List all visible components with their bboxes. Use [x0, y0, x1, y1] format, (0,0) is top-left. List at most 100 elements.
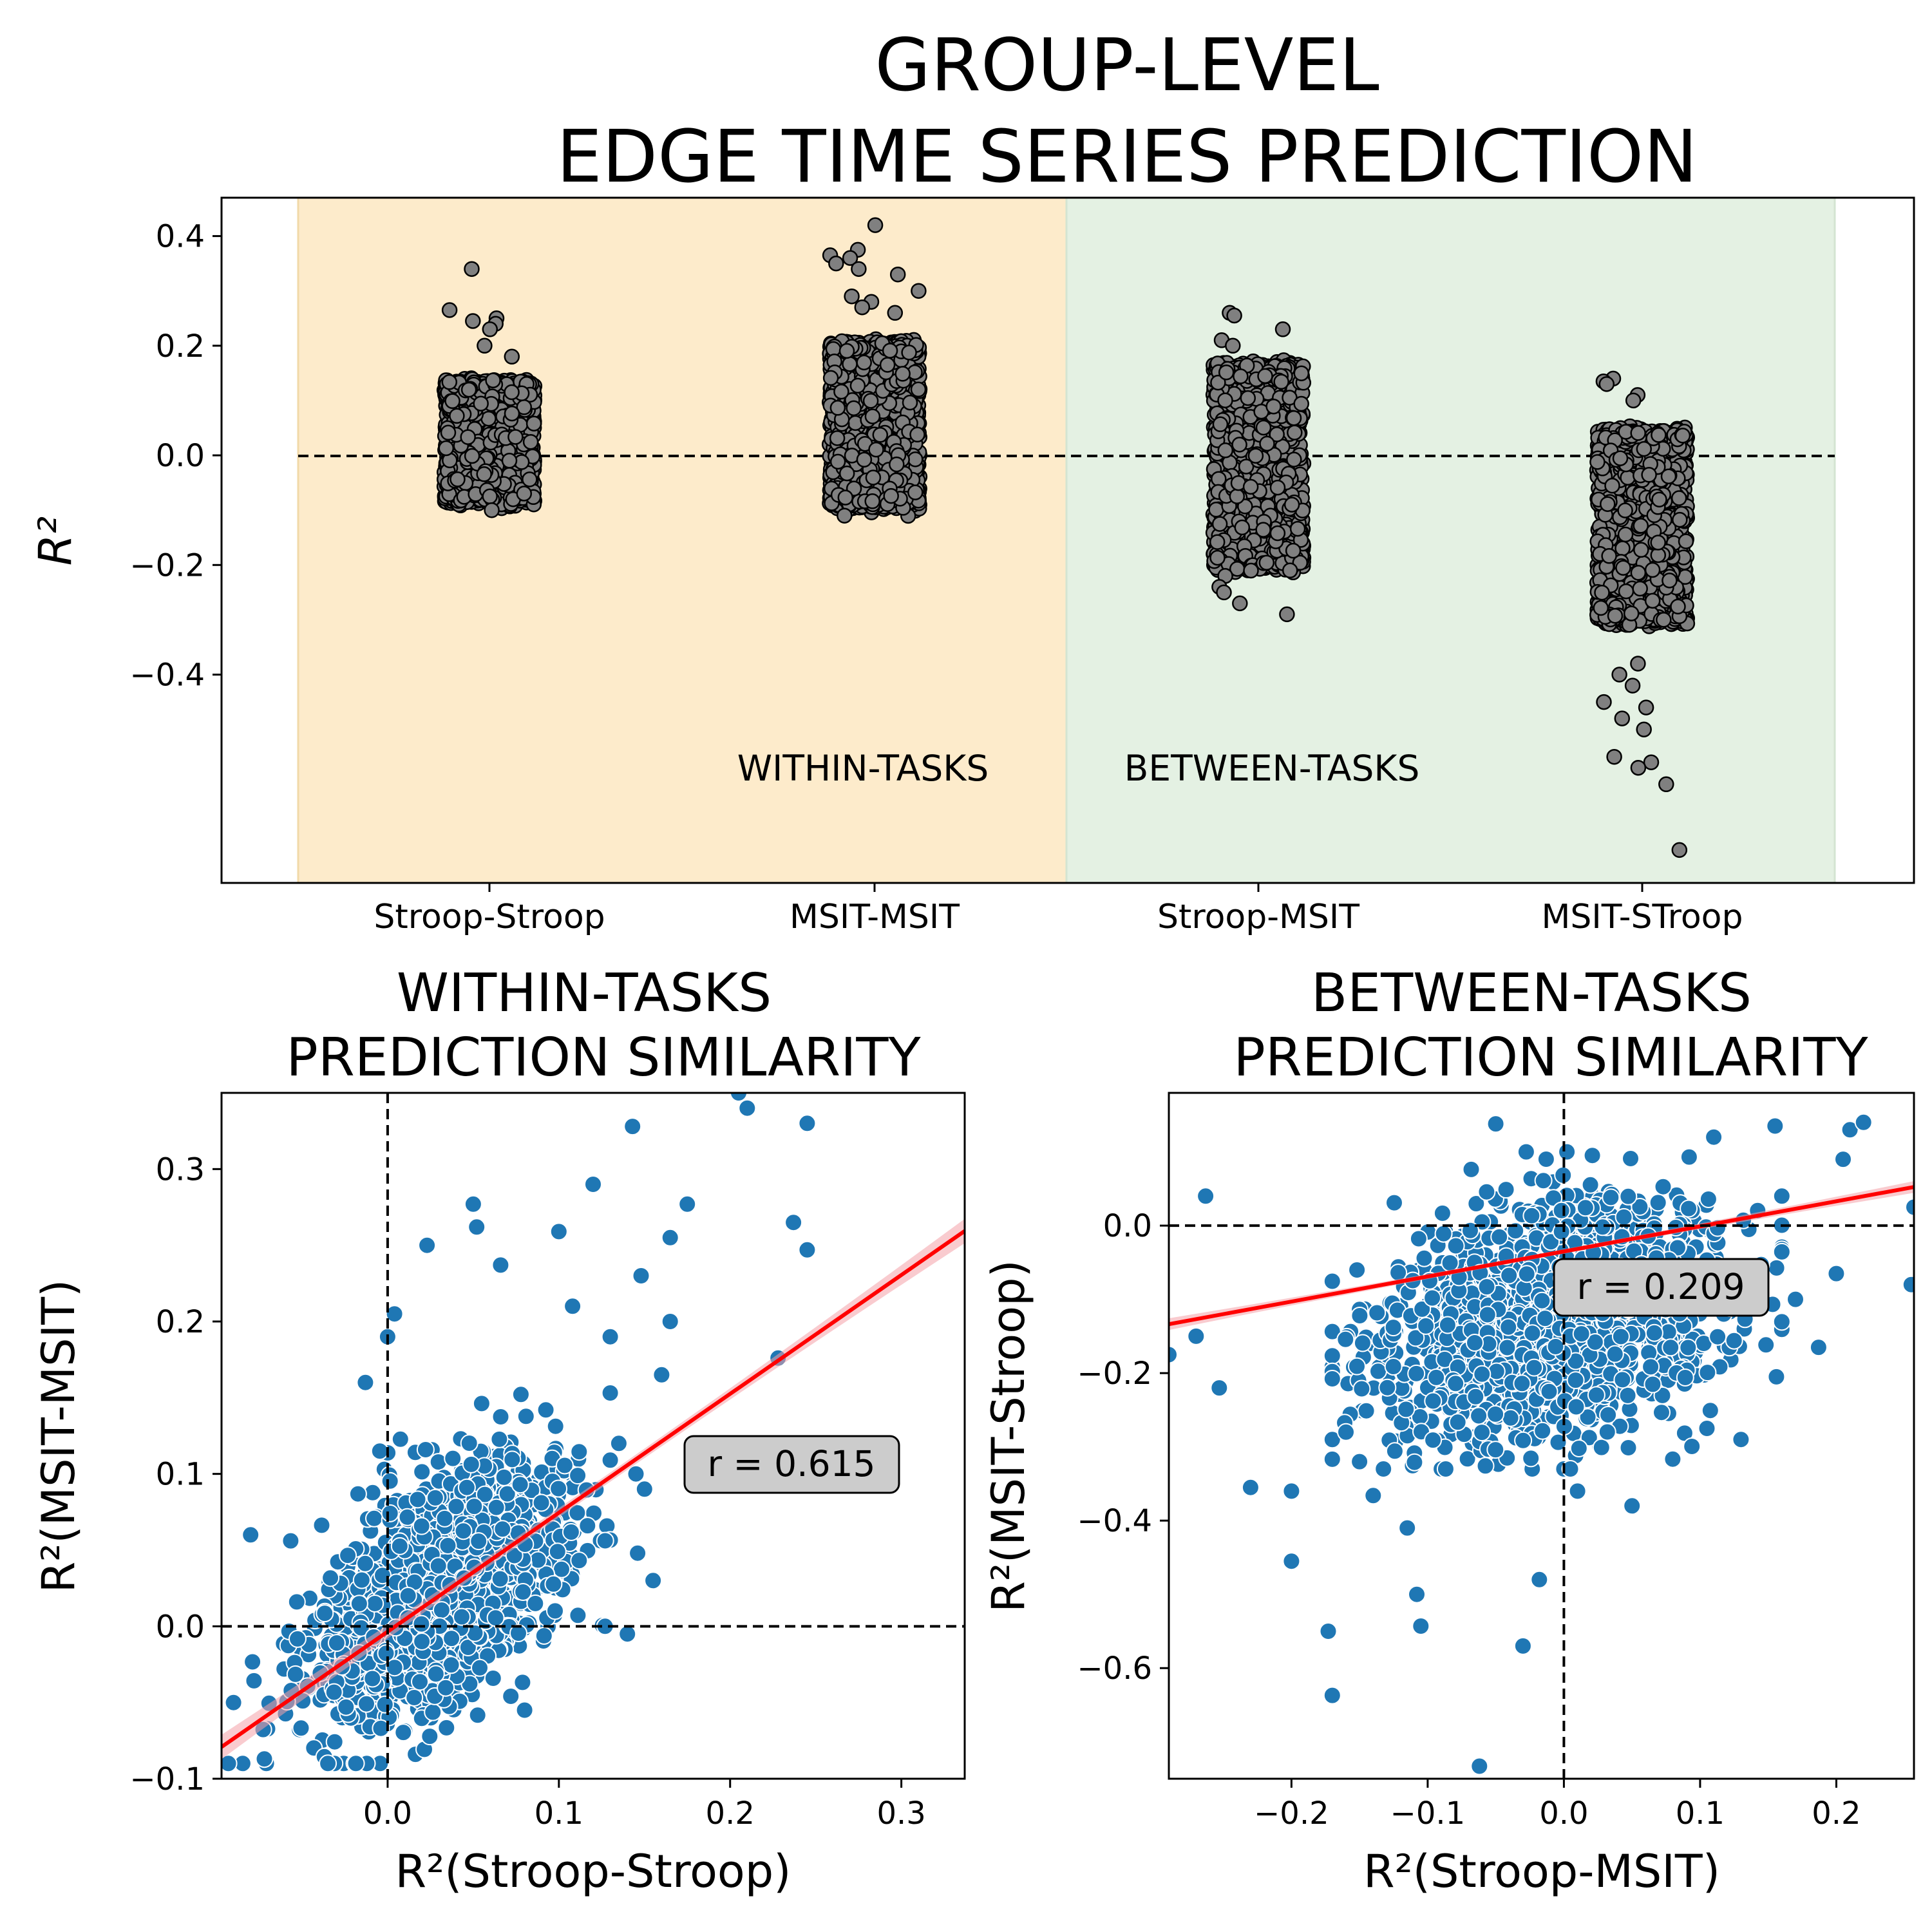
strip-point: [1212, 416, 1229, 433]
figure-title-line2: EDGE TIME SERIES PREDICTION: [556, 115, 1698, 199]
strip-point: [882, 343, 898, 359]
strip-point: [837, 489, 854, 506]
strip-point: [1269, 479, 1286, 496]
strip-point: [464, 448, 480, 464]
strip-point: [829, 453, 846, 470]
strip-point: [1285, 542, 1302, 559]
strip-point: [473, 395, 489, 412]
strip-point: [507, 429, 524, 445]
strip-point: [444, 393, 460, 410]
strip-point: [1269, 525, 1286, 542]
strip-point: [1279, 606, 1295, 623]
strip-point: [1211, 471, 1227, 487]
strip-point: [868, 441, 884, 458]
strip-point: [1226, 307, 1242, 324]
strip-point: [856, 354, 872, 371]
strip-point: [440, 424, 457, 441]
strip-point: [822, 370, 839, 386]
strip-points: [436, 217, 1696, 858]
strip-point: [504, 384, 520, 401]
strip-point: [1259, 435, 1275, 452]
strip-point: [516, 486, 533, 502]
strip-point: [1293, 365, 1310, 381]
strip-point: [1217, 442, 1234, 459]
strip-point: [851, 261, 867, 277]
strip-point: [865, 469, 882, 486]
strip-point: [522, 433, 539, 450]
strip-point: [1243, 562, 1259, 579]
strip-point: [844, 288, 860, 305]
strip-point: [829, 430, 846, 446]
strip-point: [450, 471, 466, 488]
strip-point: [1208, 502, 1224, 518]
strip-point: [482, 488, 498, 505]
strip-point: [838, 343, 855, 359]
strip-point: [449, 408, 465, 424]
strip-point: [1216, 584, 1232, 601]
strip-point: [477, 337, 493, 354]
strip-point: [1255, 419, 1272, 436]
strip-point: [862, 393, 879, 409]
strip-point: [902, 394, 918, 411]
strip-point: [828, 255, 844, 272]
strip-point: [854, 299, 871, 316]
strip-point: [476, 466, 492, 482]
strip-point: [910, 381, 927, 398]
strip-point: [872, 427, 889, 443]
strip-point: [438, 440, 455, 457]
strip-point: [907, 484, 923, 500]
strip-point: [1274, 321, 1291, 337]
strip-point: [485, 372, 501, 388]
strip-point: [484, 502, 500, 518]
strip-point: [504, 405, 520, 422]
strip-point: [1211, 516, 1228, 532]
strip-point: [1218, 364, 1235, 381]
between-tasks-region: [1065, 196, 1836, 884]
strip-point: [441, 374, 458, 390]
strip-point: [833, 383, 849, 400]
strip-point: [1233, 368, 1249, 384]
strip-point: [1283, 497, 1300, 513]
strip-point: [1285, 410, 1302, 426]
strip-point: [1232, 595, 1248, 612]
strip-point: [464, 261, 480, 277]
strip-point: [829, 400, 846, 416]
strip-point: [842, 356, 858, 372]
strip-point: [856, 451, 873, 468]
strip-point: [889, 266, 906, 283]
strip-point: [1209, 534, 1226, 550]
strip-point: [838, 465, 855, 482]
strip-point: [846, 400, 862, 417]
strip-point: [460, 429, 476, 445]
strip-point: [1258, 554, 1275, 571]
strip-point: [1247, 448, 1264, 464]
strip-point: [864, 408, 881, 424]
strip-point: [1287, 424, 1303, 440]
figure-title-line1: GROUP-LEVEL: [875, 24, 1379, 108]
strip-point: [889, 456, 905, 473]
strip-point: [887, 305, 904, 321]
strip-point: [837, 507, 853, 524]
strip-point: [895, 366, 911, 382]
strip-point: [1286, 451, 1302, 468]
strip-point: [1293, 395, 1309, 412]
strip-point: [1242, 478, 1259, 495]
strip-point: [909, 426, 925, 443]
within-tasks-region: [297, 196, 1068, 884]
strip-point: [1229, 488, 1245, 504]
strip-point: [1231, 437, 1247, 453]
strip-point: [1273, 374, 1289, 390]
strip-point: [441, 302, 458, 318]
strip-plot-panel: WITHIN-TASKS BETWEEN-TASKS 0.40.20.0−0.2…: [29, 196, 1915, 936]
strip-point: [1225, 337, 1241, 354]
strip-point: [907, 451, 923, 468]
strip-point: [465, 313, 481, 329]
strip-point: [526, 415, 542, 431]
strip-point: [482, 321, 498, 337]
strip-point: [849, 377, 866, 394]
strip-point: [460, 381, 477, 398]
strip-point: [1289, 520, 1306, 537]
strip-point: [1282, 562, 1298, 579]
strip-point: [1217, 392, 1233, 408]
